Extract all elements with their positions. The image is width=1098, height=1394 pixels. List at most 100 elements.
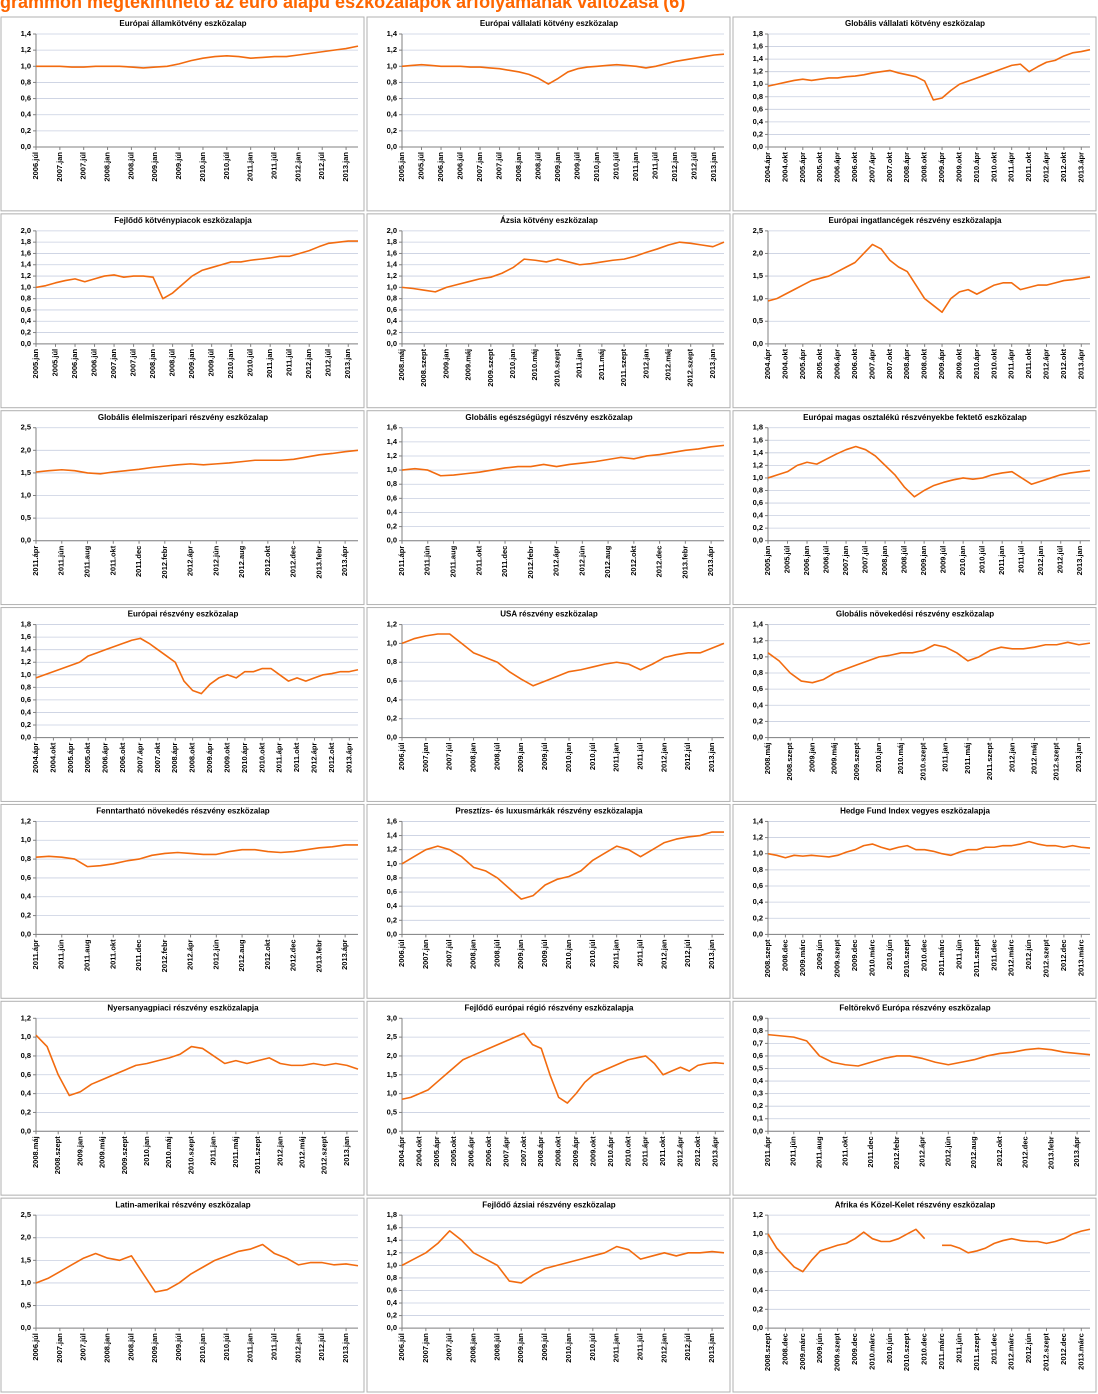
y-tick-label: 0,0 [753, 536, 763, 545]
x-tick-label: 2008.szept [763, 939, 772, 977]
x-tick-label: 2011.júl [636, 939, 645, 966]
x-tick-label: 2009.júl [939, 546, 948, 574]
x-tick-label: 2012.jan [659, 1333, 668, 1363]
x-tick-label: 2009.okt [954, 348, 963, 379]
y-tick-label: 2,0 [21, 226, 31, 235]
x-tick-label: 2007.okt [885, 152, 894, 183]
x-tick-label: 2010.szept [902, 939, 911, 977]
x-tick-label: 2011.szept [972, 939, 981, 977]
y-tick-label: 1,6 [387, 816, 397, 825]
panel-border [366, 213, 731, 409]
chart-title: Globális növekedési részvény eszközalap [836, 610, 994, 619]
data-line [767, 1033, 1091, 1067]
chart-panel: Európai ingatlancégek részvény eszközala… [732, 213, 1097, 409]
y-tick-label: 1,0 [387, 61, 397, 70]
x-tick-label: 2010.jan [508, 348, 517, 378]
x-tick-label: 2006.okt [850, 152, 859, 183]
x-tick-label: 2009.szept [486, 348, 495, 386]
x-tick-label: 2006.okt [484, 1136, 493, 1167]
y-tick-label: 0,6 [21, 1070, 31, 1079]
y-tick-label: 1,8 [387, 237, 397, 246]
x-tick-label: 2008.jan [469, 939, 478, 969]
x-tick-label: 2012.jan [1036, 545, 1045, 575]
x-tick-label: 2009.jún [815, 1333, 824, 1363]
x-tick-label: 2012.márc [1007, 939, 1016, 976]
data-line [401, 53, 725, 85]
x-tick-label: 2005.jan [397, 152, 406, 182]
x-tick-label: 2005.okt [449, 1136, 458, 1167]
y-tick-label: 1,4 [21, 260, 32, 269]
x-tick-label: 2012.jún [943, 1136, 952, 1166]
x-tick-label: 2008.júl [900, 546, 909, 574]
chart-title: Presztízs- és luxusmárkák részvény eszkö… [455, 807, 643, 816]
chart-panel: Fenntartható növekedés részvény eszközal… [0, 803, 365, 999]
y-tick-label: 1,0 [387, 465, 397, 474]
panel-border [732, 16, 1097, 212]
x-tick-label: 2012.jan [293, 152, 302, 182]
x-tick-label: 2009.jan [516, 1333, 525, 1363]
chart-panel: Hedge Fund Index vegyes eszközalapja 0,0 0… [732, 803, 1097, 999]
panel-border [732, 213, 1097, 409]
x-tick-label: 2012.júl [317, 1333, 326, 1361]
x-tick-label: 2012.jún [211, 939, 220, 969]
x-tick-label: 2011.jan [631, 152, 640, 182]
y-tick-label: 1,2 [21, 271, 31, 280]
chart-title: Fejlődő európai régió részvény eszközala… [465, 1003, 634, 1012]
x-tick-label: 2011.okt [108, 545, 117, 575]
chart-title: Latin-amerikai részvény eszközalap [115, 1200, 250, 1209]
x-tick-label: 2010.jan [592, 152, 601, 182]
y-tick-label: 1,4 [387, 1235, 398, 1244]
x-tick-label: 2012.okt [693, 1136, 702, 1167]
x-tick-label: 2006.ápr [101, 743, 110, 774]
x-tick-label: 2011.okt [108, 939, 117, 969]
x-tick-label: 2011.jan [575, 348, 584, 378]
x-tick-label: 2011.jan [246, 1333, 255, 1363]
x-tick-label: 2010.jan [564, 742, 573, 772]
y-tick-label: 1,6 [387, 423, 397, 432]
x-tick-label: 2011.ápr [1007, 349, 1016, 379]
y-tick-label: 0,6 [387, 676, 397, 685]
panel-border [732, 1000, 1097, 1196]
y-tick-label: 1,0 [387, 1089, 397, 1098]
x-tick-label: 2011.aug [83, 939, 92, 971]
x-tick-label: 2012.jan [641, 348, 650, 378]
chart-panel: Európai részvény eszközalap 0,0 0,2 0,4 0,6 0… [0, 607, 365, 802]
x-tick-label: 2013.márc [1076, 939, 1085, 976]
x-tick-label: 2010.jún [885, 1333, 894, 1363]
y-tick-label: 0,8 [387, 1273, 397, 1282]
y-tick-label: 0,6 [387, 94, 397, 103]
x-tick-label: 2005.okt [815, 348, 824, 379]
y-tick-label: 1,0 [21, 1032, 31, 1041]
x-tick-label: 2011.júl [636, 743, 645, 770]
x-tick-label: 2012.jan [1007, 742, 1016, 772]
chart-title: Hedge Fund Index vegyes eszközalapja [840, 807, 990, 816]
y-tick-label: 0,6 [387, 493, 397, 502]
x-tick-label: 2009.szept [852, 742, 861, 780]
x-tick-label: 2012.szept [686, 348, 695, 386]
x-tick-label: 2012.febr [892, 1136, 901, 1169]
x-tick-label: 2011.jún [954, 939, 963, 969]
y-tick-label: 1,0 [753, 79, 763, 88]
x-tick-label: 2010.júl [588, 743, 597, 771]
y-tick-label: 0,8 [21, 854, 31, 863]
chart-panel: Európai államkötvény eszközalap 0,0 0,2 0,4… [0, 16, 365, 212]
data-line [767, 1228, 926, 1273]
x-tick-label: 2010.júl [222, 152, 231, 180]
panel-border [732, 803, 1097, 999]
x-tick-label: 2010.júl [612, 152, 621, 180]
x-tick-label: 2013.ápr [706, 546, 715, 577]
x-tick-label: 2008.jan [469, 1333, 478, 1363]
x-tick-label: 2008.dec [780, 939, 789, 971]
x-tick-label: 2008.okt [188, 742, 197, 773]
chart-title: Európai ingatlancégek részvény eszközala… [829, 216, 1003, 225]
panel-border [0, 213, 365, 409]
chart-panel: Latin-amerikai részvény eszközalap 0,0 0,5… [0, 1197, 365, 1393]
y-tick-label: 1,8 [753, 29, 763, 38]
x-tick-label: 2012.júl [683, 939, 692, 967]
x-tick-label: 2011.jún [57, 545, 66, 575]
x-tick-label: 2010.szept [902, 1333, 911, 1371]
x-tick-label: 2012.okt [1059, 348, 1068, 379]
x-tick-label: 2012.máj [663, 349, 672, 381]
x-tick-label: 2011.jan [612, 1333, 621, 1363]
x-tick-label: 2010.jan [564, 1333, 573, 1363]
